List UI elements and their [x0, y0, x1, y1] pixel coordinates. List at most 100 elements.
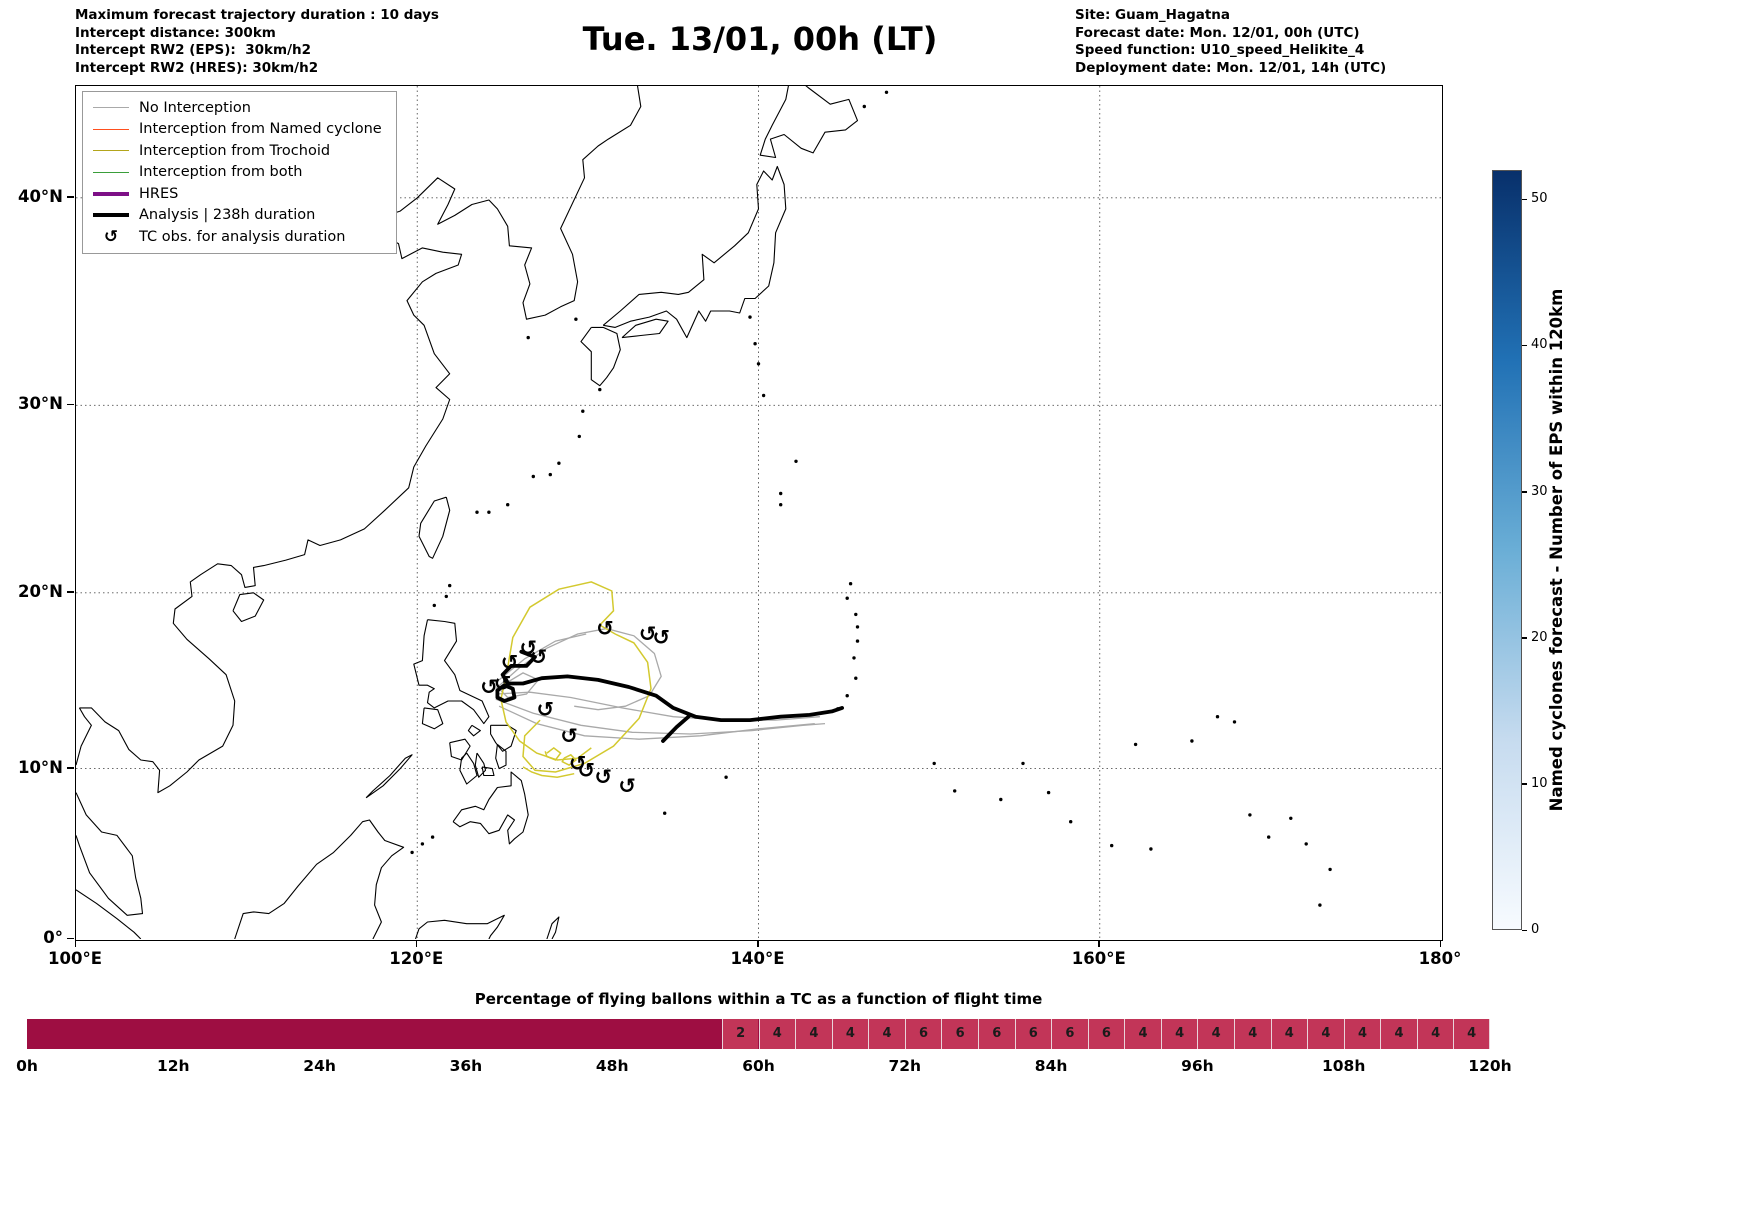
- y-tick-label: 0°: [43, 928, 63, 947]
- tc-obs-legend-icon: ↺: [103, 226, 119, 247]
- tc-obs-symbol: ↺: [519, 636, 537, 660]
- legend-item: HRES: [93, 183, 382, 205]
- page-title: Tue. 13/01, 00h (LT): [582, 20, 938, 58]
- colorbar-tick-mark: [1522, 783, 1527, 785]
- tc-obs-symbols: ↺ ↺↺↺↺↺↺↺↺↺↺↺ ↺ ↺: [480, 617, 670, 798]
- flight-bar-tick-label: 24h: [303, 1057, 336, 1075]
- legend-label: No Interception: [139, 99, 251, 116]
- x-tick-label: 120°E: [389, 949, 444, 968]
- map-panel: ↺ ↺ ↺ ↺ ↺ ↺ ↺ ↺ ↺ ↺ ↺ ↺ ↺ ↺ No Interception Intercepti…: [75, 85, 1443, 941]
- y-tick-label: 20°N: [17, 581, 63, 601]
- x-tick-label: 160°E: [1071, 949, 1126, 968]
- flight-bar-segment: 4: [1416, 1019, 1454, 1049]
- colorbar-tick-label: 30: [1531, 483, 1548, 499]
- tc-obs-symbol: ↺: [494, 672, 512, 696]
- y-tick-label: 10°N: [17, 757, 63, 777]
- flight-bar-segment: 6: [1087, 1019, 1125, 1049]
- legend-label: TC obs. for analysis duration: [139, 228, 346, 245]
- info-intercept-distance: Intercept distance: 300km: [75, 24, 276, 41]
- colorbar-tick-label: 0: [1531, 922, 1540, 937]
- colorbar-tick-label: 20: [1531, 629, 1548, 645]
- flight-bar-segment: 6: [1051, 1019, 1088, 1049]
- flight-bar-segment: 4: [1160, 1019, 1198, 1049]
- tc-obs-symbol: ↺: [569, 751, 587, 775]
- trajectories-trochoid: [500, 581, 652, 778]
- legend-line: [93, 150, 129, 152]
- legend-line-swatch: [93, 213, 129, 218]
- x-tick-label: 100°E: [48, 949, 102, 968]
- coastlines: [76, 86, 1332, 939]
- tc-obs-symbol: ↺: [596, 617, 614, 641]
- tc-obs-symbol: ↺: [560, 724, 578, 748]
- colorbar-tick-mark: [1522, 491, 1527, 493]
- info-site: Site: Guam_Hagatna: [1075, 7, 1231, 23]
- legend-line-swatch: [93, 107, 129, 109]
- y-tick-label: 30°N: [17, 394, 63, 414]
- legend-label: Analysis | 238h duration: [139, 207, 316, 224]
- flight-bar-tick-label: 120h: [1468, 1057, 1512, 1075]
- flight-bar-segment: 4: [1343, 1019, 1381, 1049]
- flight-bar-segment: 6: [941, 1019, 978, 1049]
- flight-bar-tick-label: 12h: [156, 1057, 190, 1075]
- flight-bar-segment: 6: [904, 1019, 942, 1049]
- map-canvas: ↺ ↺↺↺↺↺↺↺↺↺↺↺ ↺ ↺: [76, 86, 1441, 939]
- colorbar-tick-mark: [1522, 637, 1527, 639]
- colorbar-tick-mark: [1522, 344, 1527, 347]
- y-tick-mark: [67, 196, 74, 198]
- flight-bar-segment: 4: [1124, 1019, 1161, 1049]
- legend-label: Interception from both: [139, 164, 303, 181]
- run-config-info: Maximum forecast trajectory duration : 1…: [75, 7, 439, 77]
- flight-bar-segment: 4: [758, 1019, 796, 1049]
- legend-item: Interception from Named cyclone: [93, 119, 382, 141]
- flight-bar-segment: 4: [1453, 1019, 1490, 1049]
- tc-obs-symbol: ↺: [530, 645, 548, 669]
- info-intercept-rw2-hres: Intercept RW2 (HRES): 30km/h2: [75, 59, 319, 76]
- tc-obs-symbol: ↺: [639, 622, 657, 646]
- tc-obs-symbol: ↺: [480, 675, 498, 699]
- flight-bar-segment: 4: [1380, 1019, 1417, 1049]
- flight-bar-segment: 4: [795, 1019, 832, 1049]
- site-info: Site: Guam_Hagatna Forecast date: Mon. 1…: [1075, 7, 1386, 77]
- flight-bar-segment: 4: [1197, 1019, 1234, 1049]
- y-tick-mark: [67, 767, 74, 769]
- legend-line: [93, 128, 129, 130]
- y-tick-mark: [67, 937, 74, 939]
- flight-bar-segment: 4: [1270, 1019, 1308, 1049]
- y-tick-label: 40°N: [17, 186, 63, 206]
- legend-item: Analysis | 238h duration: [93, 205, 382, 227]
- flight-bar-segment: 4: [868, 1019, 905, 1049]
- legend-line-swatch: [93, 150, 129, 152]
- colorbar-tick-label: 10: [1531, 775, 1548, 791]
- tc-obs-symbol: ↺: [594, 765, 612, 789]
- info-deployment-date: Deployment date: Mon. 12/01, 14h (UTC): [1075, 59, 1387, 76]
- legend-label: Interception from Named cyclone: [139, 121, 382, 138]
- y-tick-mark: [67, 591, 74, 593]
- info-intercept-rw2-eps: Intercept RW2 (EPS): 30km/h2: [75, 42, 311, 58]
- x-tick-label: 180°: [1418, 949, 1462, 968]
- flight-bar-segment: 4: [831, 1019, 869, 1049]
- legend-line: [93, 213, 129, 218]
- tc-obs-symbol: ↺: [501, 650, 519, 674]
- legend-line: [93, 107, 129, 109]
- legend-line-swatch: [93, 171, 129, 173]
- flight-bar-segment: 4: [1307, 1019, 1344, 1049]
- legend-line-swatch: [93, 191, 129, 196]
- flight-bar-tick-label: 60h: [742, 1057, 775, 1075]
- legend-line: [93, 191, 129, 196]
- flight-bar-tick-label: 72h: [888, 1057, 922, 1075]
- flight-bar-segment: 6: [1014, 1019, 1052, 1049]
- flight-bar-segment: 6: [977, 1019, 1015, 1049]
- colorbar-tick-label: 40: [1531, 337, 1548, 353]
- tc-obs-symbol: ↺: [577, 758, 595, 782]
- info-max-duration: Maximum forecast trajectory duration : 1…: [75, 7, 439, 23]
- colorbar-tick-label: 50: [1531, 191, 1548, 207]
- legend-line: [93, 171, 129, 173]
- trajectory-analysis: [495, 649, 844, 743]
- legend-item: Interception from both: [93, 162, 382, 184]
- tc-obs-symbol: ↺: [536, 698, 554, 722]
- flight-bar-tick-label: 36h: [449, 1057, 483, 1075]
- legend-item: ↺ TC obs. for analysis duration: [93, 226, 382, 248]
- legend-item: No Interception: [93, 97, 382, 119]
